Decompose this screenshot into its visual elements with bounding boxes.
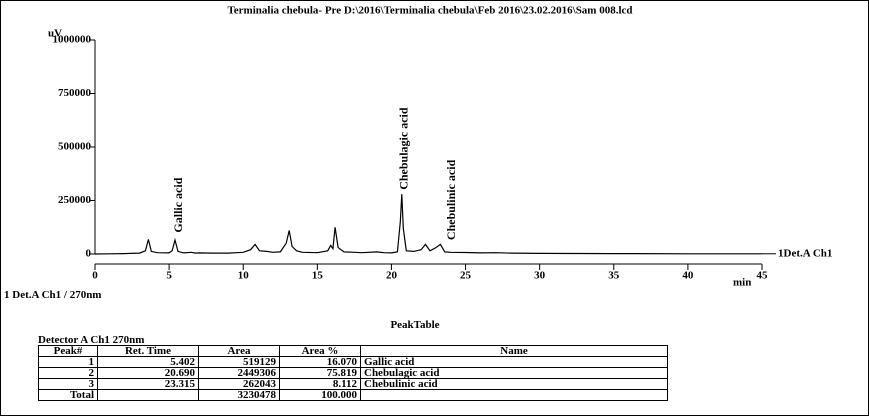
x-tick-label: 10 (238, 270, 250, 282)
cell: 5.402 (97, 356, 199, 368)
note: 1 Det.A Ch1 / 270nm (4, 289, 102, 301)
cell: 75.819 (279, 367, 361, 379)
cell: 2449306 (198, 367, 280, 379)
peak-annotation: Chebulinic acid (444, 159, 458, 240)
peak-table: Peak# Ret. Time Area Area % Name 1 5.402 519129… (38, 345, 668, 401)
cell (97, 389, 199, 401)
x-tick-label: 45 (757, 270, 769, 282)
header-cell: Ret. Time (97, 345, 199, 357)
cell: 3230478 (198, 389, 280, 401)
table-title: PeakTable (390, 319, 440, 331)
cell: 2 (38, 367, 98, 379)
x-tick-label: 25 (460, 270, 472, 282)
y-tick-label: 250000 (58, 194, 92, 206)
cell: 16.070 (279, 356, 361, 368)
header-cell: Peak# (38, 345, 98, 357)
x-tick-label: 5 (166, 270, 172, 282)
cell: 20.690 (97, 367, 199, 379)
cell: 8.112 (279, 378, 361, 390)
x-tick-label: 0 (92, 270, 98, 282)
x-tick-label: 40 (682, 270, 694, 282)
row: 3 23.315 262043 8.112 Chebulinic acid (38, 378, 668, 390)
chart-title: Terminalia chebula- Pre D:\2016\Terminal… (227, 5, 632, 17)
x-tick-label: 20 (386, 270, 398, 282)
y-tick-label: 750000 (58, 87, 92, 99)
cell: Chebulagic acid (360, 367, 668, 379)
cell: Chebulinic acid (360, 378, 668, 390)
cell (360, 389, 668, 401)
cell: 23.315 (97, 378, 199, 390)
row: Total 3230478 100.000 (38, 389, 668, 401)
x-tick-label: 15 (312, 270, 324, 282)
peak-annotation: Chebulagic acid (397, 107, 411, 190)
cell: 100.000 (279, 389, 361, 401)
cell: 1 (38, 356, 98, 368)
cell: Gallic acid (360, 356, 668, 368)
header-row: Peak# Ret. Time Area Area % Name (38, 345, 668, 357)
y-axis-label: uV (48, 28, 62, 40)
row: 1 5.402 519129 16.070 Gallic acid (38, 356, 668, 368)
header-cell: Area % (279, 345, 361, 357)
y-tick-label: 1000000 (53, 34, 92, 46)
y-tick-label: 0 (86, 248, 92, 260)
cell: Total (38, 389, 98, 401)
row: 2 20.690 2449306 75.819 Chebulagic acid (38, 367, 668, 379)
y-tick-label: 500000 (58, 141, 92, 153)
peak-annotation: Gallic acid (171, 177, 185, 232)
cell: 519129 (198, 356, 280, 368)
cell: 3 (38, 378, 98, 390)
x-axis-label: min (733, 277, 751, 289)
header-cell: Name (360, 345, 668, 357)
series-label: 1Det.A Ch1 (778, 247, 832, 259)
x-tick-label: 30 (534, 270, 546, 282)
detector: Detector A Ch1 270nm (38, 334, 145, 346)
cell: 262043 (198, 378, 280, 390)
x-tick-label: 35 (608, 270, 620, 282)
header-cell: Area (198, 345, 280, 357)
trace (94, 194, 762, 255)
